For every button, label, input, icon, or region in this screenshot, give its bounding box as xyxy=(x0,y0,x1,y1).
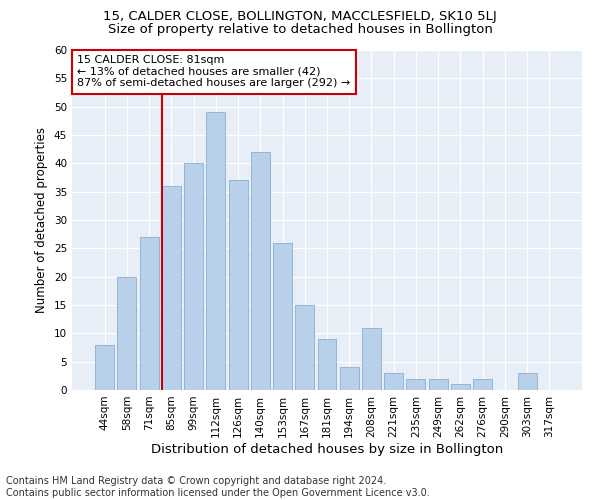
Bar xyxy=(384,373,403,390)
Bar xyxy=(118,276,136,390)
Text: 15, CALDER CLOSE, BOLLINGTON, MACCLESFIELD, SK10 5LJ: 15, CALDER CLOSE, BOLLINGTON, MACCLESFIE… xyxy=(103,10,497,23)
Bar xyxy=(184,164,203,390)
Bar xyxy=(429,378,448,390)
Bar xyxy=(251,152,270,390)
Bar xyxy=(317,339,337,390)
Bar xyxy=(95,344,114,390)
Bar xyxy=(473,378,492,390)
Bar xyxy=(206,112,225,390)
X-axis label: Distribution of detached houses by size in Bollington: Distribution of detached houses by size … xyxy=(151,442,503,456)
Text: Contains HM Land Registry data © Crown copyright and database right 2024.
Contai: Contains HM Land Registry data © Crown c… xyxy=(6,476,430,498)
Bar xyxy=(451,384,470,390)
Bar xyxy=(273,242,292,390)
Bar xyxy=(140,237,158,390)
Text: Size of property relative to detached houses in Bollington: Size of property relative to detached ho… xyxy=(107,22,493,36)
Bar xyxy=(295,305,314,390)
Bar xyxy=(406,378,425,390)
Bar xyxy=(162,186,181,390)
Bar xyxy=(362,328,381,390)
Bar xyxy=(229,180,248,390)
Y-axis label: Number of detached properties: Number of detached properties xyxy=(35,127,49,313)
Bar xyxy=(340,368,359,390)
Text: 15 CALDER CLOSE: 81sqm
← 13% of detached houses are smaller (42)
87% of semi-det: 15 CALDER CLOSE: 81sqm ← 13% of detached… xyxy=(77,55,350,88)
Bar xyxy=(518,373,536,390)
